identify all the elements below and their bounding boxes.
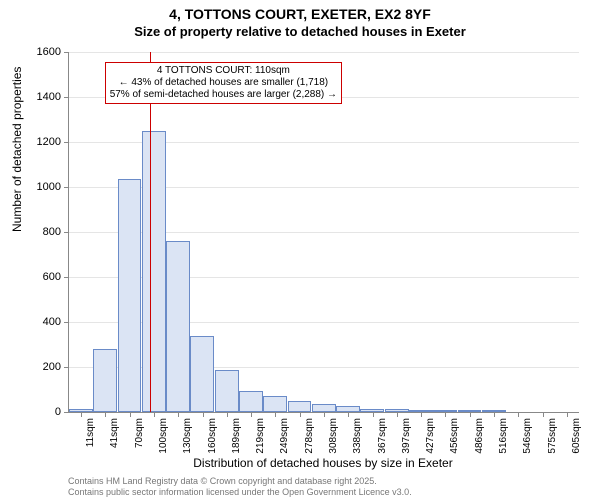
- xtick-label: 486sqm: [474, 418, 485, 454]
- histogram-bar: [166, 241, 190, 412]
- gridline: [69, 52, 579, 53]
- ytick-label: 1200: [21, 136, 61, 148]
- xtick-mark: [324, 412, 325, 417]
- xtick-mark: [543, 412, 544, 417]
- plot-area: 0200400600800100012001400160011sqm41sqm7…: [68, 52, 579, 413]
- xtick-mark: [203, 412, 204, 417]
- histogram-bar: [142, 131, 166, 412]
- chart-subtitle: Size of property relative to detached ho…: [0, 22, 600, 39]
- xtick-mark: [275, 412, 276, 417]
- ytick-mark: [64, 412, 69, 413]
- xtick-mark: [373, 412, 374, 417]
- xtick-mark: [227, 412, 228, 417]
- xtick-mark: [518, 412, 519, 417]
- xtick-label: 249sqm: [279, 418, 290, 454]
- ytick-label: 1000: [21, 181, 61, 193]
- footnote: Contains HM Land Registry data © Crown c…: [68, 476, 412, 498]
- xtick-mark: [251, 412, 252, 417]
- ytick-mark: [64, 142, 69, 143]
- ytick-mark: [64, 367, 69, 368]
- ytick-mark: [64, 277, 69, 278]
- ytick-label: 0: [21, 406, 61, 418]
- xtick-label: 219sqm: [255, 418, 266, 454]
- ytick-label: 1400: [21, 91, 61, 103]
- ytick-label: 600: [21, 271, 61, 283]
- xtick-mark: [300, 412, 301, 417]
- histogram-bar: [288, 401, 312, 412]
- marker-line: [150, 52, 151, 412]
- histogram-bar: [239, 391, 263, 412]
- xtick-mark: [567, 412, 568, 417]
- xtick-mark: [105, 412, 106, 417]
- xtick-mark: [81, 412, 82, 417]
- xtick-label: 11sqm: [85, 418, 96, 447]
- ytick-label: 1600: [21, 46, 61, 58]
- xtick-label: 70sqm: [134, 418, 145, 448]
- annotation-box: 4 TOTTONS COURT: 110sqm← 43% of detached…: [105, 62, 342, 104]
- annotation-line: 57% of semi-detached houses are larger (…: [110, 89, 337, 101]
- xtick-label: 456sqm: [449, 418, 460, 454]
- histogram-bar: [263, 396, 287, 412]
- xtick-mark: [421, 412, 422, 417]
- histogram-bar: [312, 404, 336, 412]
- ytick-label: 200: [21, 361, 61, 373]
- xtick-mark: [348, 412, 349, 417]
- chart-container: 4, TOTTONS COURT, EXETER, EX2 8YF Size o…: [0, 0, 600, 500]
- xtick-label: 397sqm: [401, 418, 412, 454]
- histogram-bar: [118, 179, 142, 412]
- xtick-mark: [178, 412, 179, 417]
- xtick-label: 546sqm: [522, 418, 533, 454]
- histogram-bar: [190, 336, 214, 413]
- xtick-mark: [130, 412, 131, 417]
- annotation-line: 4 TOTTONS COURT: 110sqm: [110, 65, 337, 77]
- x-axis-label: Distribution of detached houses by size …: [68, 456, 578, 470]
- xtick-label: 41sqm: [109, 418, 120, 448]
- ytick-mark: [64, 97, 69, 98]
- xtick-label: 278sqm: [304, 418, 315, 454]
- ytick-label: 400: [21, 316, 61, 328]
- xtick-mark: [397, 412, 398, 417]
- xtick-label: 189sqm: [231, 418, 242, 454]
- footnote-line2: Contains public sector information licen…: [68, 487, 412, 497]
- histogram-bar: [215, 370, 239, 412]
- xtick-label: 427sqm: [425, 418, 436, 454]
- xtick-label: 605sqm: [571, 418, 582, 454]
- xtick-label: 516sqm: [498, 418, 509, 454]
- ytick-mark: [64, 322, 69, 323]
- xtick-mark: [154, 412, 155, 417]
- ytick-label: 800: [21, 226, 61, 238]
- xtick-label: 100sqm: [158, 418, 169, 454]
- xtick-mark: [470, 412, 471, 417]
- xtick-label: 367sqm: [377, 418, 388, 454]
- xtick-mark: [494, 412, 495, 417]
- ytick-mark: [64, 52, 69, 53]
- xtick-mark: [445, 412, 446, 417]
- footnote-line1: Contains HM Land Registry data © Crown c…: [68, 476, 377, 486]
- chart-title: 4, TOTTONS COURT, EXETER, EX2 8YF: [0, 0, 600, 22]
- xtick-label: 130sqm: [182, 418, 193, 454]
- histogram-bar: [93, 349, 117, 412]
- annotation-line: ← 43% of detached houses are smaller (1,…: [110, 77, 337, 89]
- xtick-label: 575sqm: [547, 418, 558, 454]
- xtick-label: 308sqm: [328, 418, 339, 454]
- xtick-label: 338sqm: [352, 418, 363, 454]
- ytick-mark: [64, 187, 69, 188]
- xtick-label: 160sqm: [207, 418, 218, 454]
- ytick-mark: [64, 232, 69, 233]
